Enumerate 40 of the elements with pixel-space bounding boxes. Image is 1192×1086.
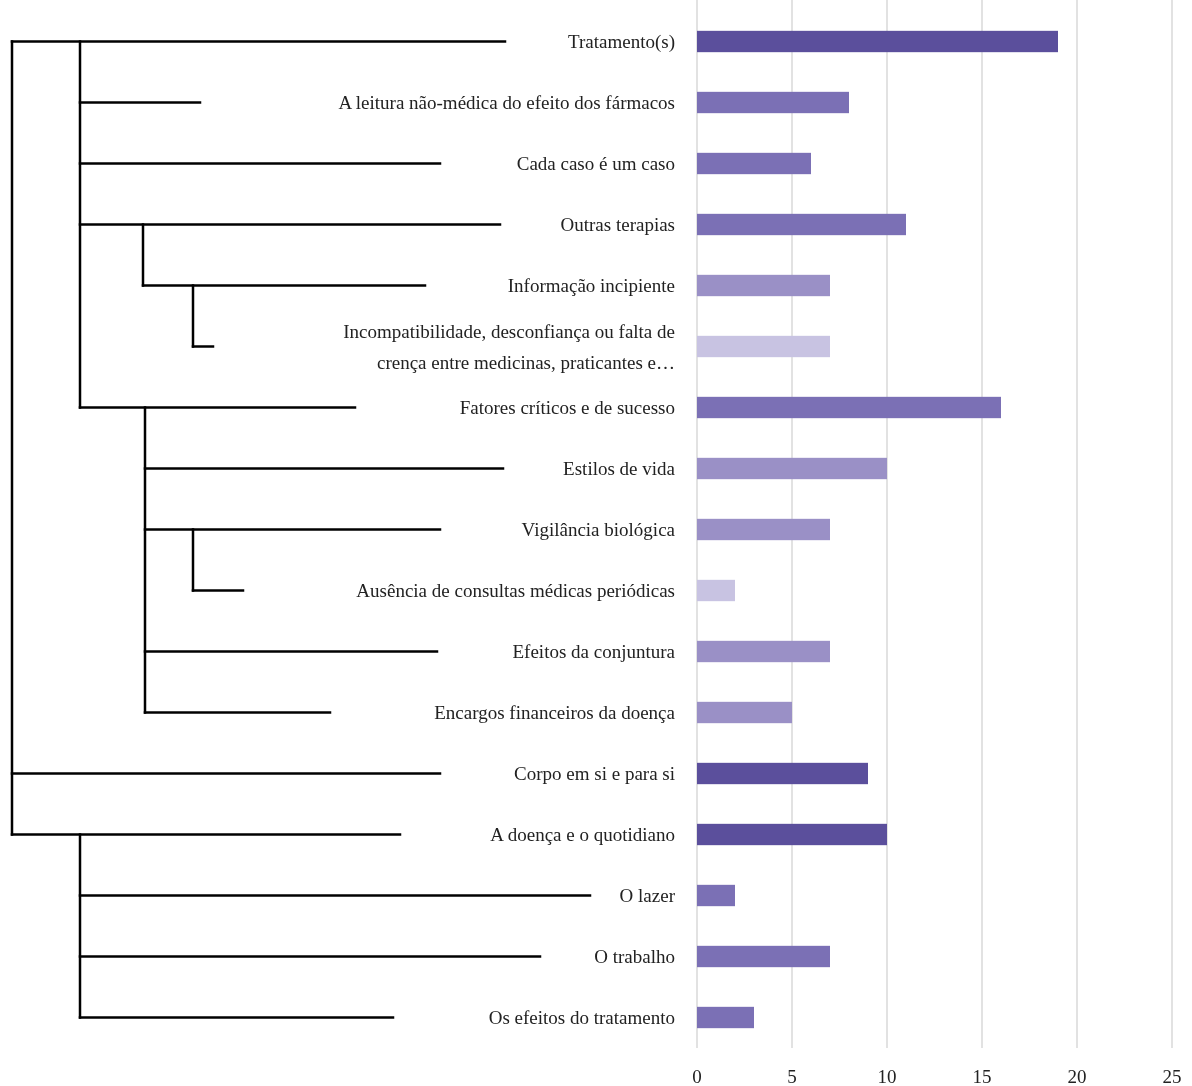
y-tick-label: Fatores críticos e de sucesso [459, 397, 675, 419]
x-tick-label: 20 [1067, 1066, 1087, 1086]
bar [697, 518, 830, 541]
y-tick-label: Corpo em si e para si [514, 763, 675, 785]
y-tick-label: Tratamento(s) [568, 31, 675, 54]
bar [697, 1006, 754, 1029]
y-tick-label: A doença e o quotidiano [490, 824, 675, 846]
bar [697, 396, 1001, 419]
bar [697, 335, 830, 358]
y-tick-label: Vigilância biológica [521, 519, 676, 541]
x-tick-label: 0 [692, 1066, 702, 1086]
y-tick-label: Estilos de vida [563, 458, 676, 480]
bar [697, 30, 1058, 53]
x-tick-label: 25 [1162, 1066, 1182, 1086]
bar [697, 701, 792, 724]
y-tick-label: Efeitos da conjuntura [512, 641, 676, 663]
bar [697, 152, 811, 175]
bar [697, 457, 887, 480]
y-tick-label: Ausência de consultas médicas periódicas [356, 580, 675, 602]
y-tick-label: Informação incipiente [507, 275, 675, 297]
y-tick-label: O trabalho [594, 946, 675, 968]
bar [697, 945, 830, 968]
x-tick-label: 10 [877, 1066, 897, 1086]
bar [697, 762, 868, 785]
x-tick-label: 5 [787, 1066, 797, 1086]
y-tick-label: Encargos financeiros da doença [434, 702, 676, 724]
bar [697, 640, 830, 663]
y-tick-label: Os efeitos do tratamento [488, 1007, 675, 1029]
y-tick-label: A leitura não-médica do efeito dos fármacos [338, 92, 675, 114]
x-tick-label: 15 [972, 1066, 992, 1086]
bar [697, 884, 735, 907]
bar [697, 274, 830, 297]
y-tick-label: Incompatibilidade, desconfiança ou falta de crença entre medicinas, praticantes e… [343, 320, 675, 373]
bar [697, 823, 887, 846]
bar [697, 213, 906, 236]
y-tick-label: O lazer [619, 885, 676, 907]
y-tick-label: Outras terapias [560, 214, 675, 236]
bar [697, 91, 849, 114]
bar [697, 579, 735, 602]
y-tick-label: Cada caso é um caso [516, 153, 675, 175]
